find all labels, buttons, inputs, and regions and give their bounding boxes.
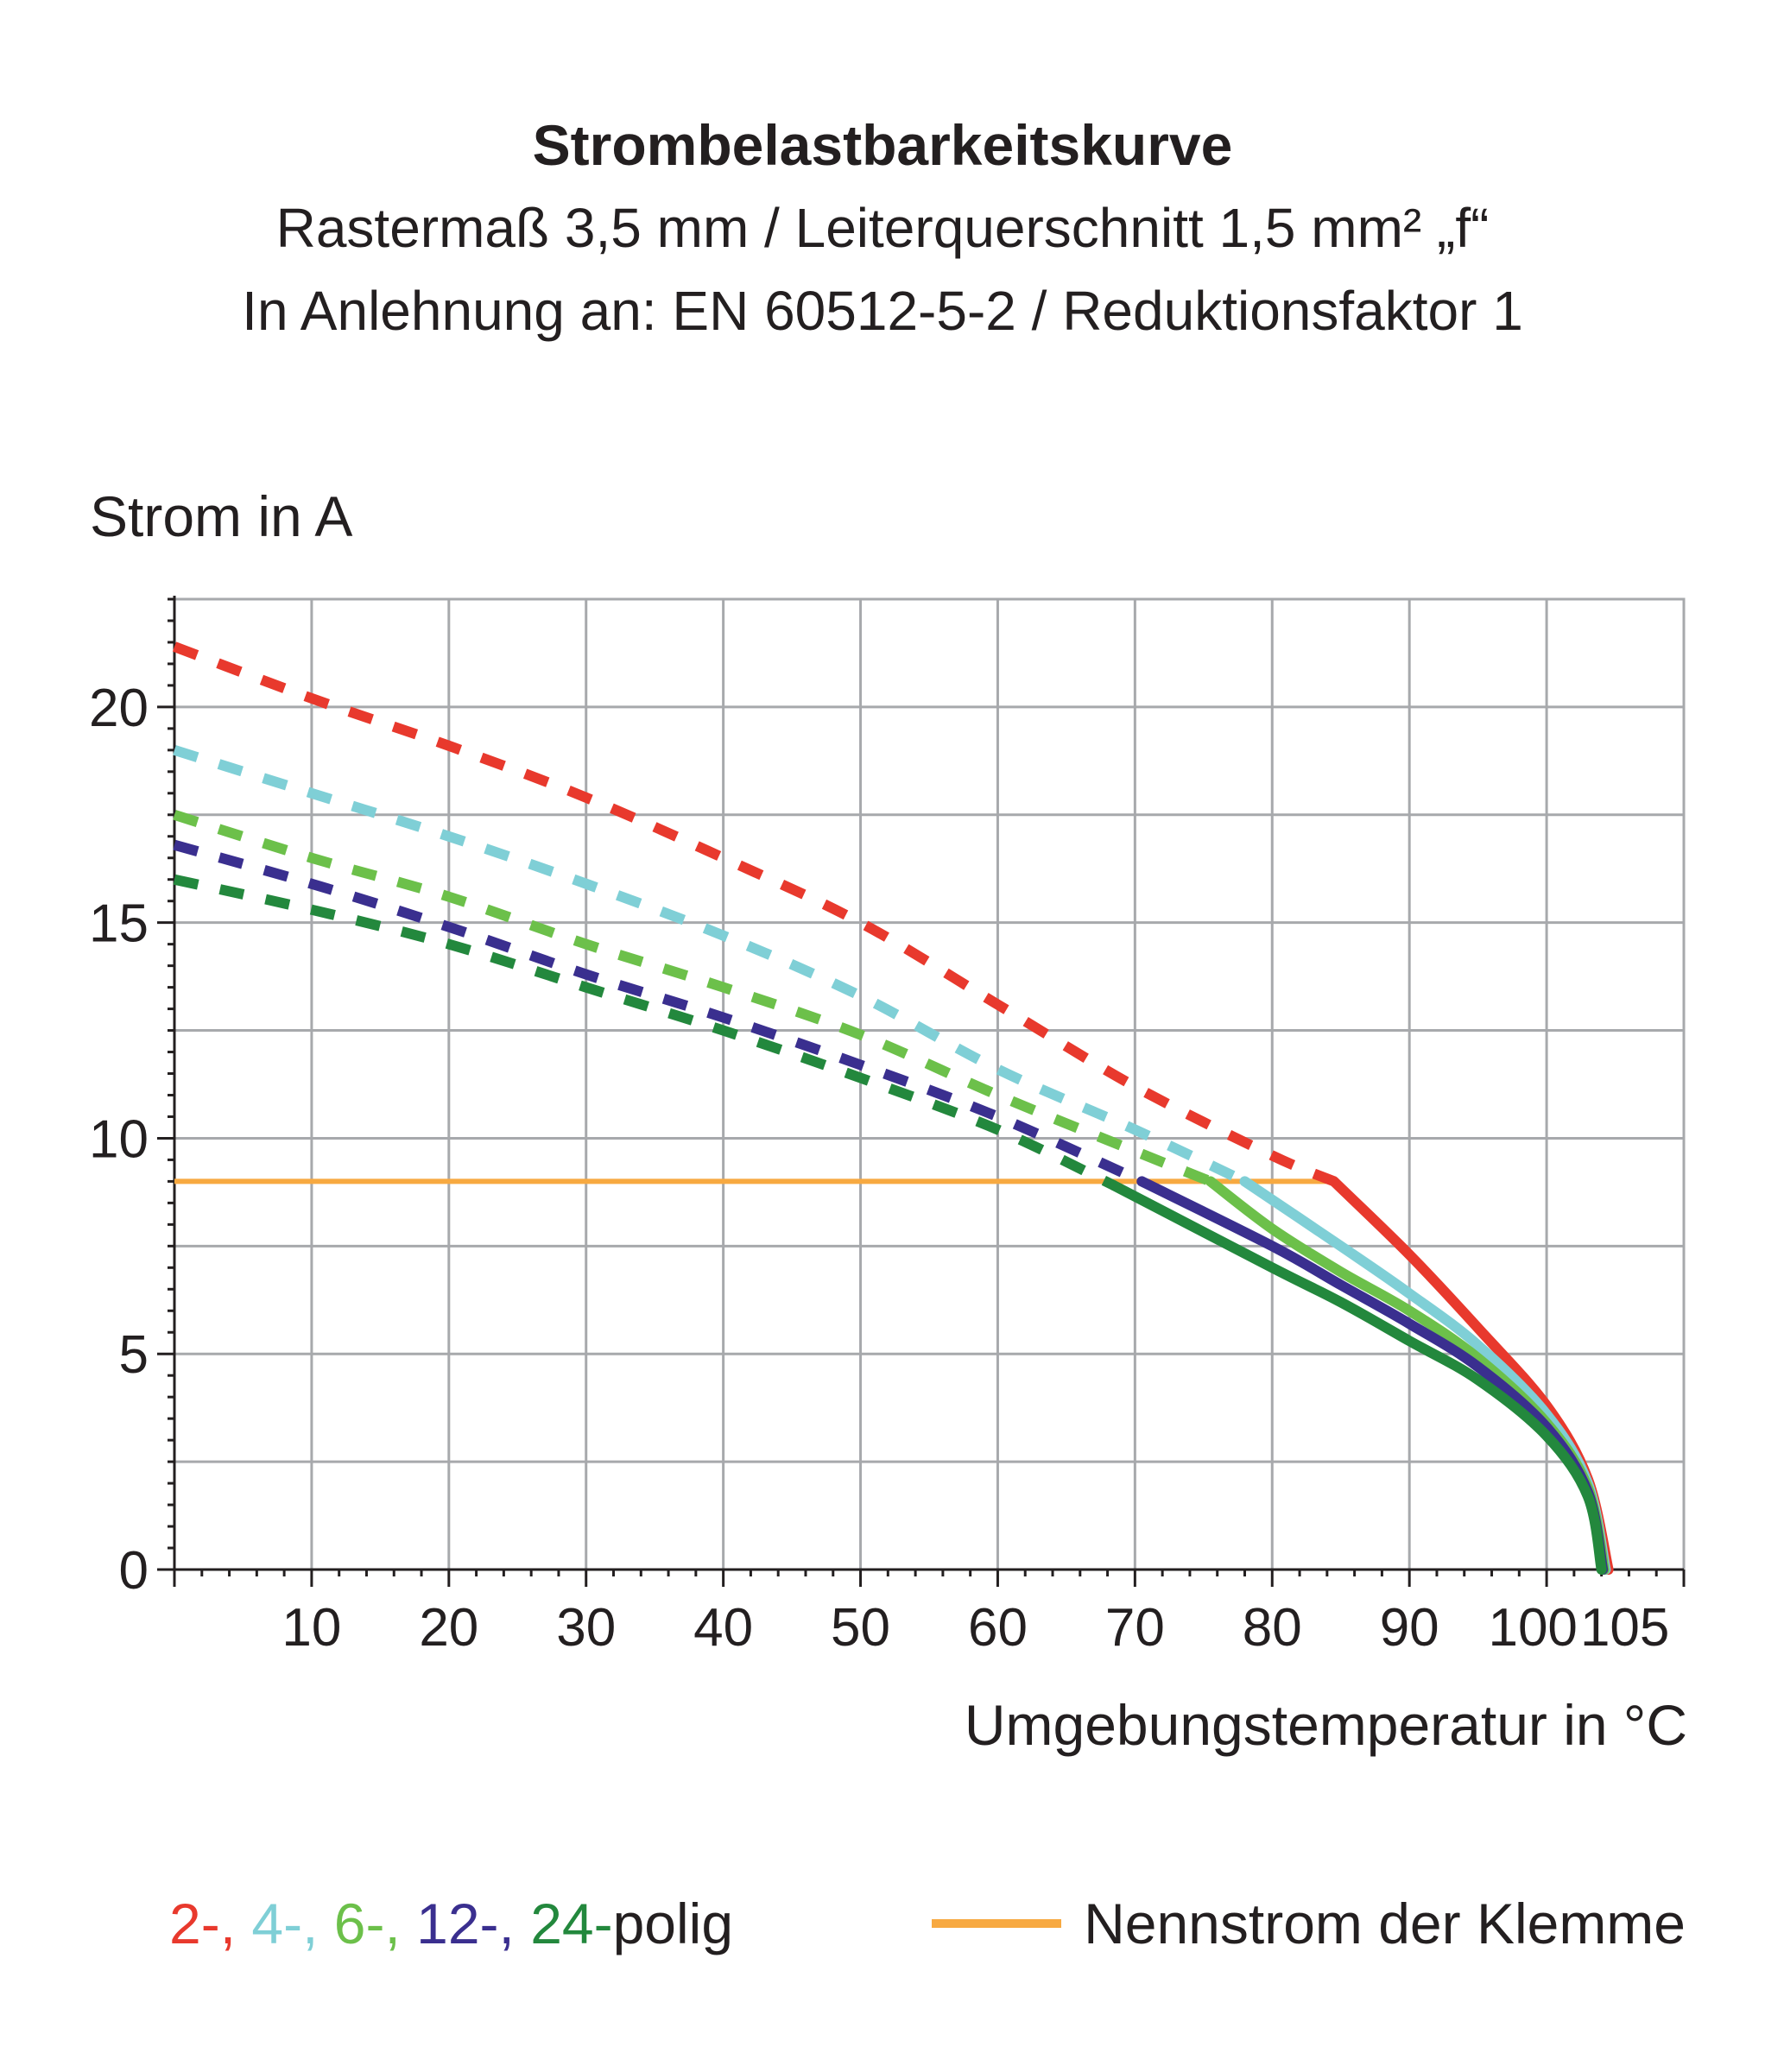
x-tick-label: 100 bbox=[1488, 1598, 1577, 1658]
y-tick-label: 0 bbox=[119, 1541, 149, 1601]
x-tick-label: 90 bbox=[1380, 1598, 1439, 1658]
title-block: Strombelastbarkeitskurve Rastermaß 3,5 m… bbox=[0, 104, 1765, 352]
legend-separator: , bbox=[384, 1892, 417, 1955]
plot-frame bbox=[173, 597, 1686, 1571]
legend-nennstrom-label: Nennstrom der Klemme bbox=[1084, 1892, 1686, 1955]
x-tick-label: 50 bbox=[831, 1598, 890, 1658]
legend-12-polig: 12- bbox=[416, 1892, 499, 1955]
legend-24-polig: 24- bbox=[530, 1892, 613, 1955]
y-tick-label: 15 bbox=[89, 894, 149, 954]
legend-2-polig: 2- bbox=[169, 1892, 220, 1955]
legend-poles: 2-, 4-, 6-, 12-, 24-polig bbox=[169, 1891, 733, 1956]
x-axis-label: Umgebungstemperatur in °C bbox=[964, 1693, 1687, 1757]
series-6-polig-dashed bbox=[173, 810, 1213, 1186]
x-tick-label: 70 bbox=[1105, 1598, 1165, 1658]
x-tick-label: 20 bbox=[419, 1598, 478, 1658]
x-tick-label: 80 bbox=[1243, 1598, 1302, 1658]
legend-nennstrom-swatch bbox=[932, 1919, 1062, 1928]
legend-nennstrom: Nennstrom der Klemme bbox=[932, 1891, 1686, 1956]
legend-4-polig: 4- bbox=[251, 1892, 303, 1955]
y-tick-label: 5 bbox=[119, 1325, 149, 1385]
y-axis-label: Strom in A bbox=[90, 484, 353, 548]
series-24-polig-dashed bbox=[173, 874, 1117, 1191]
x-tick-label: 40 bbox=[693, 1598, 753, 1658]
y-tick-label: 10 bbox=[89, 1109, 149, 1169]
chart-subtitle-2: In Anlehnung an: EN 60512-5-2 / Reduktio… bbox=[242, 280, 1523, 342]
series-4-polig-dashed bbox=[173, 745, 1248, 1186]
legend-polig-suffix: polig bbox=[612, 1892, 734, 1955]
series-12-polig-dashed bbox=[173, 839, 1144, 1186]
chart-subtitle-1: Rastermaß 3,5 mm / Leiterquerschnitt 1,5… bbox=[275, 197, 1490, 259]
series-4-polig-solid bbox=[1239, 1176, 1611, 1575]
legend-separator: , bbox=[219, 1892, 252, 1955]
legend-6-polig: 6- bbox=[333, 1892, 385, 1955]
x-tick-label: 105 bbox=[1580, 1598, 1669, 1658]
x-tick-label: 30 bbox=[556, 1598, 616, 1658]
chart-title: Strombelastbarkeitskurve bbox=[532, 113, 1233, 177]
x-tick-label: 10 bbox=[282, 1598, 341, 1658]
x-tick-label: 60 bbox=[968, 1598, 1028, 1658]
series-24-polig-solid bbox=[1109, 1180, 1607, 1575]
y-tick-label: 20 bbox=[89, 679, 149, 738]
legend-separator: , bbox=[498, 1892, 531, 1955]
legend-separator: , bbox=[302, 1892, 334, 1955]
series-2-polig-dashed bbox=[172, 641, 1337, 1186]
